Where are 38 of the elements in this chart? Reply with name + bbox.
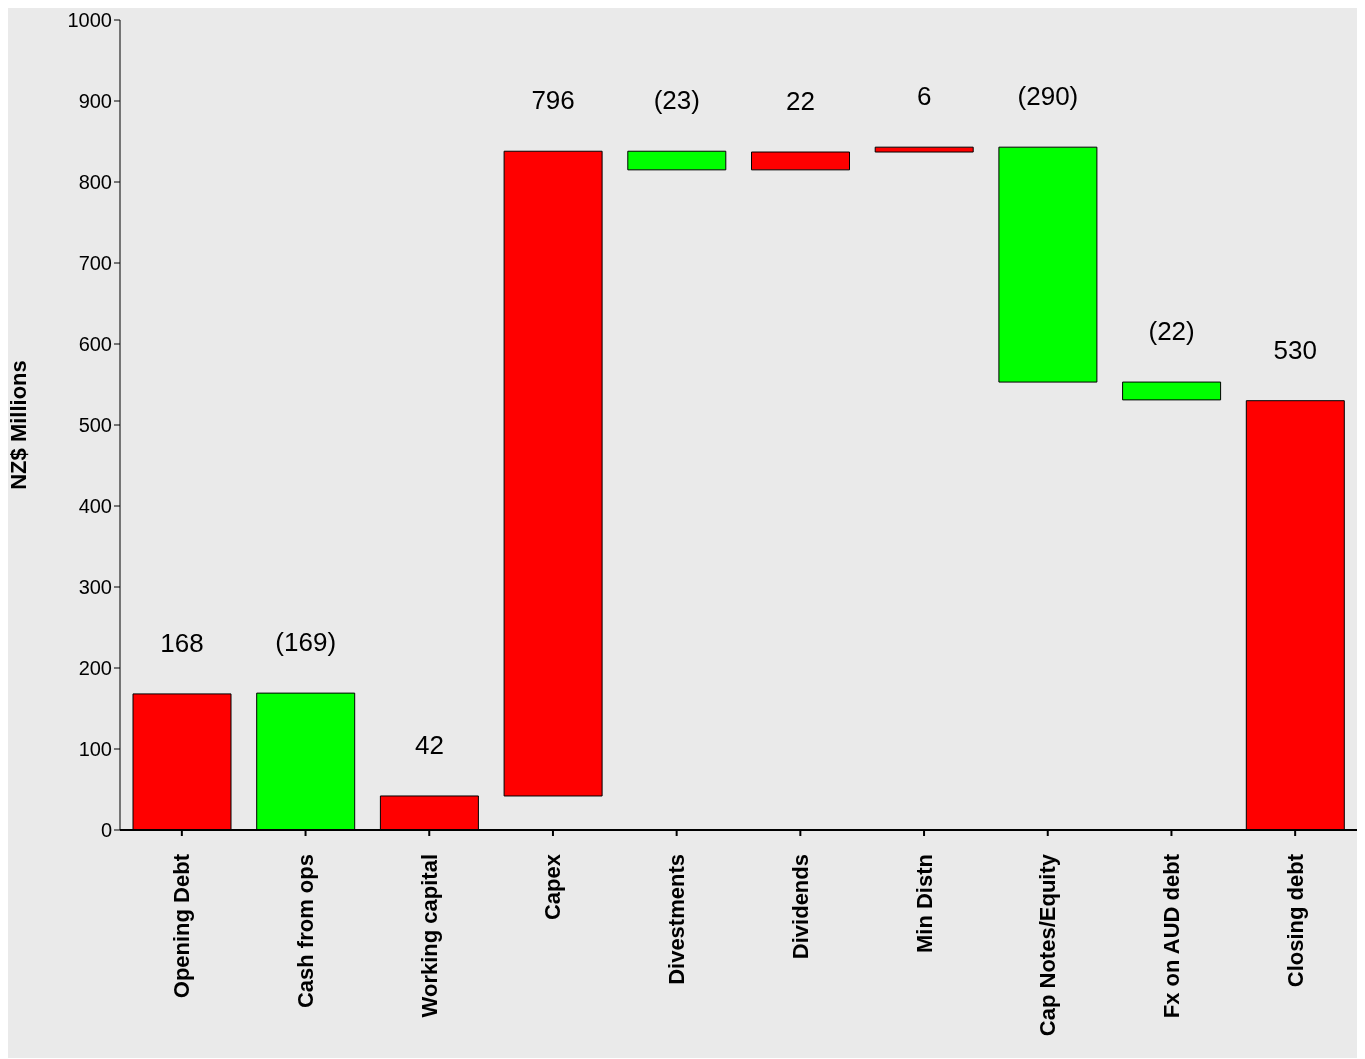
data-label: 42 xyxy=(414,729,444,760)
x-tick-label: Opening Debt xyxy=(169,853,195,999)
bar xyxy=(503,150,603,797)
x-tick-label: Capex xyxy=(540,853,566,921)
x-tick-label: Working capital xyxy=(416,854,442,1018)
bar xyxy=(751,151,850,171)
bar xyxy=(1122,381,1222,401)
bar xyxy=(998,146,1098,383)
y-tick-label: 200 xyxy=(78,657,112,680)
data-label: 6 xyxy=(916,81,932,112)
y-tick-label: 600 xyxy=(78,333,112,356)
data-label: 168 xyxy=(160,627,204,658)
x-tick-label: Closing debt xyxy=(1282,853,1308,988)
data-label: 530 xyxy=(1273,334,1317,365)
x-tick-label: Cap Notes/Equity xyxy=(1035,853,1061,1037)
y-tick-label: 500 xyxy=(78,414,112,437)
bar xyxy=(874,146,974,153)
y-tick-label: 100 xyxy=(78,738,112,761)
x-tick-label: Fx on AUD debt xyxy=(1158,853,1184,1019)
data-label: (23) xyxy=(653,85,700,116)
y-tick-label: 900 xyxy=(78,90,112,113)
data-label: 796 xyxy=(531,85,575,116)
x-tick-label: Cash from ops xyxy=(293,854,319,1009)
y-tick-label: 300 xyxy=(78,576,112,599)
y-tick-label: 1000 xyxy=(67,9,112,32)
x-tick-label: Divestments xyxy=(664,854,690,985)
data-label: (290) xyxy=(1017,81,1079,112)
data-label: (22) xyxy=(1148,316,1195,347)
y-tick-label: 800 xyxy=(78,171,112,194)
y-tick-label: 400 xyxy=(78,495,112,518)
data-label: (169) xyxy=(275,627,337,658)
x-tick-label: Min Distn xyxy=(911,854,937,953)
data-label: 22 xyxy=(786,86,815,117)
y-axis-title: NZ$ Millions xyxy=(5,360,31,490)
bar xyxy=(627,150,727,171)
y-tick-label: 700 xyxy=(78,252,112,275)
x-tick-label: Dividends xyxy=(787,854,813,960)
y-tick-label: 0 xyxy=(100,819,112,842)
